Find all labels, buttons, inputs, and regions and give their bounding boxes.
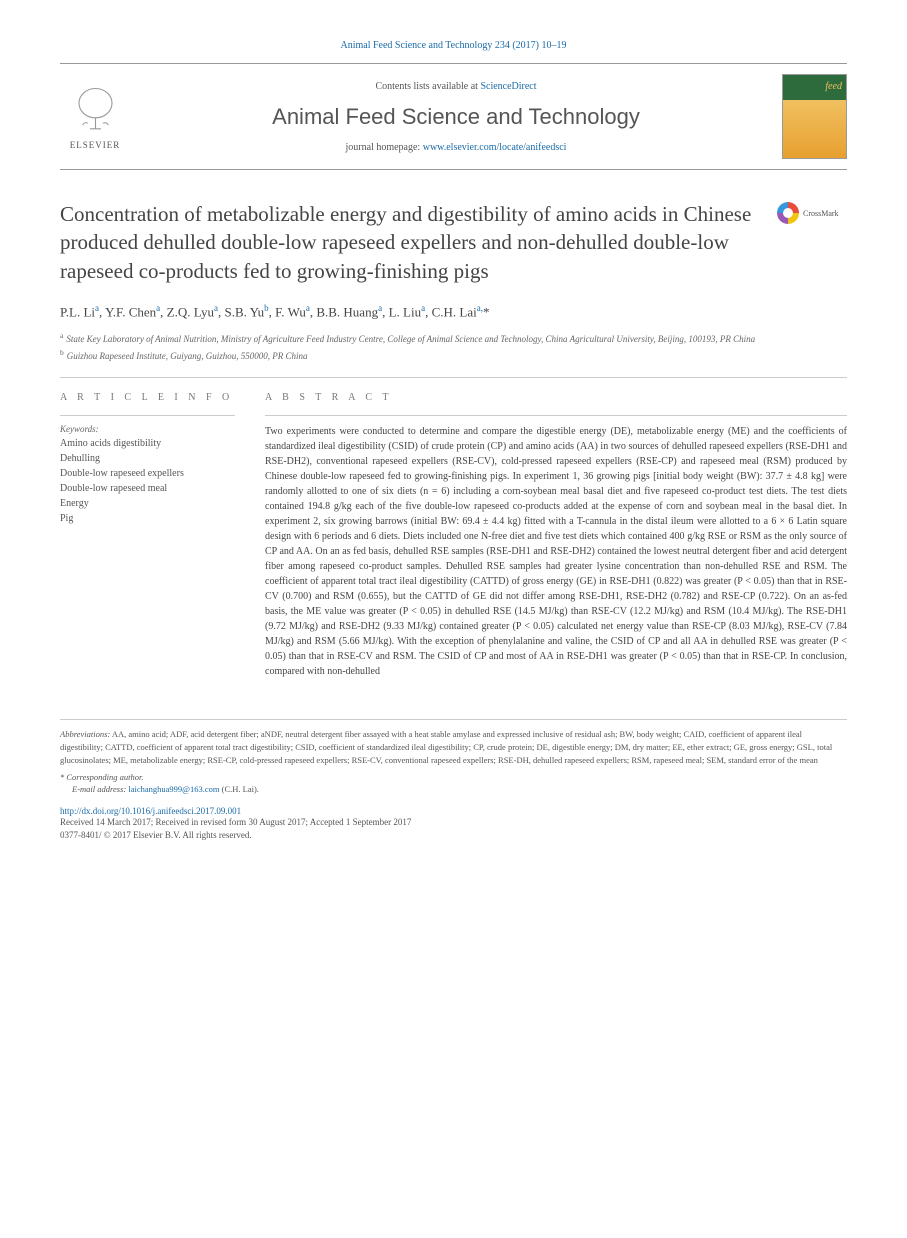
keyword-item: Dehulling — [60, 451, 235, 466]
keyword-item: Double-low rapeseed meal — [60, 481, 235, 496]
keyword-item: Double-low rapeseed expellers — [60, 466, 235, 481]
elsevier-label: ELSEVIER — [70, 140, 121, 150]
journal-cover-thumb — [782, 74, 847, 159]
divider — [60, 415, 235, 416]
doi-line: http://dx.doi.org/10.1016/j.anifeedsci.2… — [60, 806, 847, 816]
homepage-link[interactable]: www.elsevier.com/locate/anifeedsci — [423, 142, 567, 153]
elsevier-tree-icon — [68, 83, 123, 138]
info-abstract-columns: A R T I C L E I N F O Keywords: Amino ac… — [60, 392, 847, 679]
divider — [265, 415, 847, 416]
divider — [60, 377, 847, 378]
abbreviations: Abbreviations: AA, amino acid; ADF, acid… — [60, 728, 847, 766]
journal-homepage: journal homepage: www.elsevier.com/locat… — [150, 142, 762, 153]
received-line: Received 14 March 2017; Received in revi… — [60, 816, 847, 829]
abstract-heading: A B S T R A C T — [265, 392, 847, 403]
keywords-list: Amino acids digestibilityDehullingDouble… — [60, 436, 235, 526]
elsevier-logo: ELSEVIER — [60, 77, 130, 157]
abstract-text: Two experiments were conducted to determ… — [265, 424, 847, 679]
keyword-item: Pig — [60, 511, 235, 526]
crossmark-icon — [777, 202, 799, 224]
crossmark-label: CrossMark — [803, 209, 839, 218]
email-label: E-mail address: — [72, 784, 128, 794]
abstract-col: A B S T R A C T Two experiments were con… — [265, 392, 847, 679]
article-info-col: A R T I C L E I N F O Keywords: Amino ac… — [60, 392, 235, 679]
homepage-prefix: journal homepage: — [346, 142, 423, 153]
keywords-label: Keywords: — [60, 424, 235, 434]
article-title: Concentration of metabolizable energy an… — [60, 200, 757, 285]
journal-header: ELSEVIER Contents lists available at Sci… — [60, 63, 847, 170]
keyword-item: Energy — [60, 496, 235, 511]
email-suffix: (C.H. Lai). — [220, 784, 259, 794]
affiliation-item: bGuizhou Rapeseed Institute, Guiyang, Gu… — [60, 347, 847, 364]
corresponding-author: * Corresponding author. — [60, 771, 847, 784]
contents-prefix: Contents lists available at — [375, 81, 480, 92]
journal-name: Animal Feed Science and Technology — [150, 104, 762, 130]
abbrev-text: AA, amino acid; ADF, acid detergent fibe… — [60, 729, 832, 765]
affiliations: aState Key Laboratory of Animal Nutritio… — [60, 330, 847, 363]
doi-link[interactable]: http://dx.doi.org/10.1016/j.anifeedsci.2… — [60, 806, 241, 816]
article-info-heading: A R T I C L E I N F O — [60, 392, 235, 403]
email-line: E-mail address: laichanghua999@163.com (… — [60, 783, 847, 796]
footnotes: Abbreviations: AA, amino acid; ADF, acid… — [60, 719, 847, 796]
abbrev-label: Abbreviations: — [60, 729, 110, 739]
email-link[interactable]: laichanghua999@163.com — [128, 784, 219, 794]
header-center: Contents lists available at ScienceDirec… — [150, 81, 762, 153]
top-citation: Animal Feed Science and Technology 234 (… — [60, 40, 847, 51]
copyright-line: 0377-8401/ © 2017 Elsevier B.V. All righ… — [60, 829, 847, 842]
affiliation-item: aState Key Laboratory of Animal Nutritio… — [60, 330, 847, 347]
title-row: Concentration of metabolizable energy an… — [60, 200, 847, 285]
keyword-item: Amino acids digestibility — [60, 436, 235, 451]
contents-available: Contents lists available at ScienceDirec… — [150, 81, 762, 92]
crossmark-badge[interactable]: CrossMark — [777, 200, 847, 226]
sciencedirect-link[interactable]: ScienceDirect — [480, 81, 536, 92]
authors-line: P.L. Lia, Y.F. Chena, Z.Q. Lyua, S.B. Yu… — [60, 303, 847, 320]
